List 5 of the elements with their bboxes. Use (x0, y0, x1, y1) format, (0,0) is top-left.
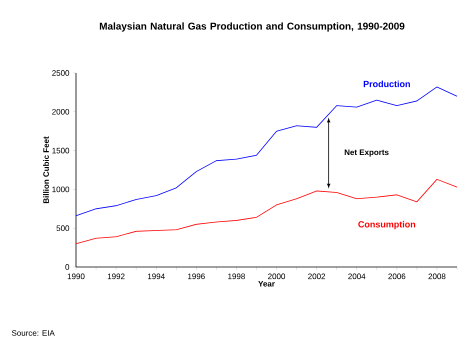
line-series (76, 86, 458, 216)
series-label: Production (364, 80, 410, 88)
line-series (76, 178, 458, 244)
chart-title: Malaysian Natural Gas Production and Consumption, 1990-2009 (100, 22, 404, 32)
text: Consumption (358, 220, 416, 230)
